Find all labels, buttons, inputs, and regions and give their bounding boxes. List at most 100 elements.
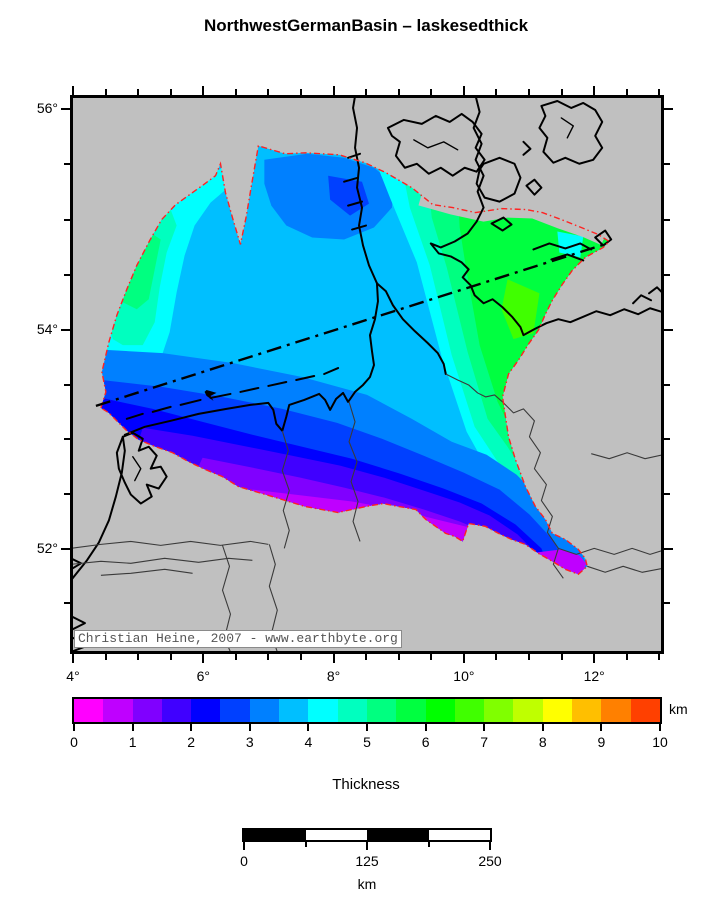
- lat-tick: [664, 163, 670, 166]
- lon-tick: [137, 654, 140, 660]
- colorbar-tick: [248, 724, 251, 731]
- lon-tick: [593, 86, 596, 95]
- lon-tick: [234, 89, 237, 95]
- lat-tick: [64, 383, 70, 386]
- scalebar-unit: km: [357, 876, 377, 892]
- colorbar-segment: [279, 699, 309, 722]
- lat-tick: [64, 493, 70, 496]
- colorbar-tick: [131, 724, 134, 731]
- lat-tick: [61, 547, 70, 550]
- colorbar-segment: [572, 699, 602, 722]
- lon-tick: [397, 89, 400, 95]
- colorbar-segment: [132, 699, 162, 722]
- scalebar-segment: [305, 830, 367, 840]
- lon-tick: [332, 654, 335, 663]
- colorbar-segment: [366, 699, 397, 722]
- lon-tick: [430, 89, 433, 95]
- lon-tick: [430, 654, 433, 660]
- lat-tick: [64, 602, 70, 605]
- lat-tick: [664, 329, 673, 332]
- lon-tick: [267, 654, 270, 660]
- lat-tick: [664, 438, 670, 441]
- map-marker: [204, 389, 217, 401]
- scalebar-tick: [243, 842, 245, 850]
- coastlines: [73, 98, 661, 651]
- lat-axis-label: 56°: [36, 100, 58, 117]
- lat-axis-label: 52°: [36, 539, 58, 556]
- lon-axis-label: 8°: [326, 668, 341, 684]
- colorbar-tick: [307, 724, 310, 731]
- colorbar-segment: [337, 699, 367, 722]
- colorbar-tick-label: 9: [597, 734, 606, 750]
- colorbar-tick-label: 6: [421, 734, 430, 750]
- colorbar-tick-label: 7: [480, 734, 489, 750]
- lat-tick: [664, 108, 673, 111]
- scalebar-tick: [427, 842, 430, 847]
- lon-tick: [625, 89, 628, 95]
- lat-tick: [64, 438, 70, 441]
- scalebar: [242, 828, 492, 842]
- lat-tick: [664, 493, 670, 496]
- lat-tick: [64, 218, 70, 221]
- lon-tick: [72, 86, 74, 95]
- colorbar-tick: [366, 724, 368, 731]
- colorbar-segment: [513, 699, 543, 722]
- scalebar-segment: [428, 830, 490, 840]
- lon-tick: [300, 89, 303, 95]
- scalebar-tick: [304, 842, 307, 847]
- lon-tick: [397, 654, 400, 660]
- scalebar-tick: [366, 842, 368, 850]
- colorbar-tick-label: 2: [187, 734, 196, 750]
- lon-tick: [658, 654, 661, 660]
- colorbar-segment: [425, 699, 455, 722]
- scalebar-label: 250: [478, 853, 502, 869]
- lon-axis-label: 10°: [453, 668, 475, 684]
- lon-axis-label: 6°: [196, 668, 210, 684]
- lon-tick: [560, 654, 563, 660]
- scalebar-segment: [367, 830, 429, 840]
- scalebar-label: 0: [240, 853, 248, 869]
- lon-tick: [528, 89, 531, 95]
- scalebar-segment: [244, 830, 306, 840]
- lon-tick: [300, 654, 303, 660]
- scalebar-tick: [489, 842, 491, 850]
- lon-tick: [72, 654, 74, 663]
- lon-tick: [462, 654, 465, 663]
- lon-tick: [462, 86, 465, 95]
- colorbar-tick: [73, 724, 75, 731]
- colorbar-tick: [541, 724, 544, 731]
- colorbar-tick-label: 5: [363, 734, 371, 750]
- colorbar-tick: [600, 724, 603, 731]
- colorbar-segment: [484, 699, 514, 722]
- attribution: Christian Heine, 2007 - www.earthbyte.or…: [74, 630, 402, 648]
- colorbar-segment: [308, 699, 338, 722]
- lat-tick: [61, 329, 70, 332]
- colorbar-segment: [396, 699, 426, 722]
- lon-tick: [593, 654, 596, 663]
- map-frame: Christian Heine, 2007 - www.earthbyte.or…: [70, 95, 664, 654]
- lat-tick: [664, 383, 670, 386]
- colorbar-segment: [454, 699, 485, 722]
- lon-tick: [365, 89, 368, 95]
- lat-tick: [64, 273, 70, 276]
- colorbar-segment: [630, 699, 660, 722]
- lon-tick: [169, 89, 172, 95]
- lon-axis-label: 4°: [66, 668, 80, 684]
- colorbar-segment: [220, 699, 250, 722]
- lat-tick: [664, 273, 670, 276]
- lon-tick: [495, 89, 498, 95]
- colorbar-tick-label: 8: [538, 734, 547, 750]
- figure-title: NorthwestGermanBasin – laskesedthick: [203, 16, 529, 35]
- lon-tick: [267, 89, 270, 95]
- lon-tick: [104, 89, 107, 95]
- colorbar-segment: [191, 699, 221, 722]
- colorbar-segment: [249, 699, 280, 722]
- colorbar-tick: [659, 724, 661, 731]
- lon-tick: [625, 654, 628, 660]
- colorbar-tick-label: 0: [70, 734, 78, 750]
- colorbar-segment: [161, 699, 192, 722]
- colorbar-tick: [190, 724, 193, 731]
- lat-tick: [664, 602, 670, 605]
- basin-outline: [100, 144, 611, 576]
